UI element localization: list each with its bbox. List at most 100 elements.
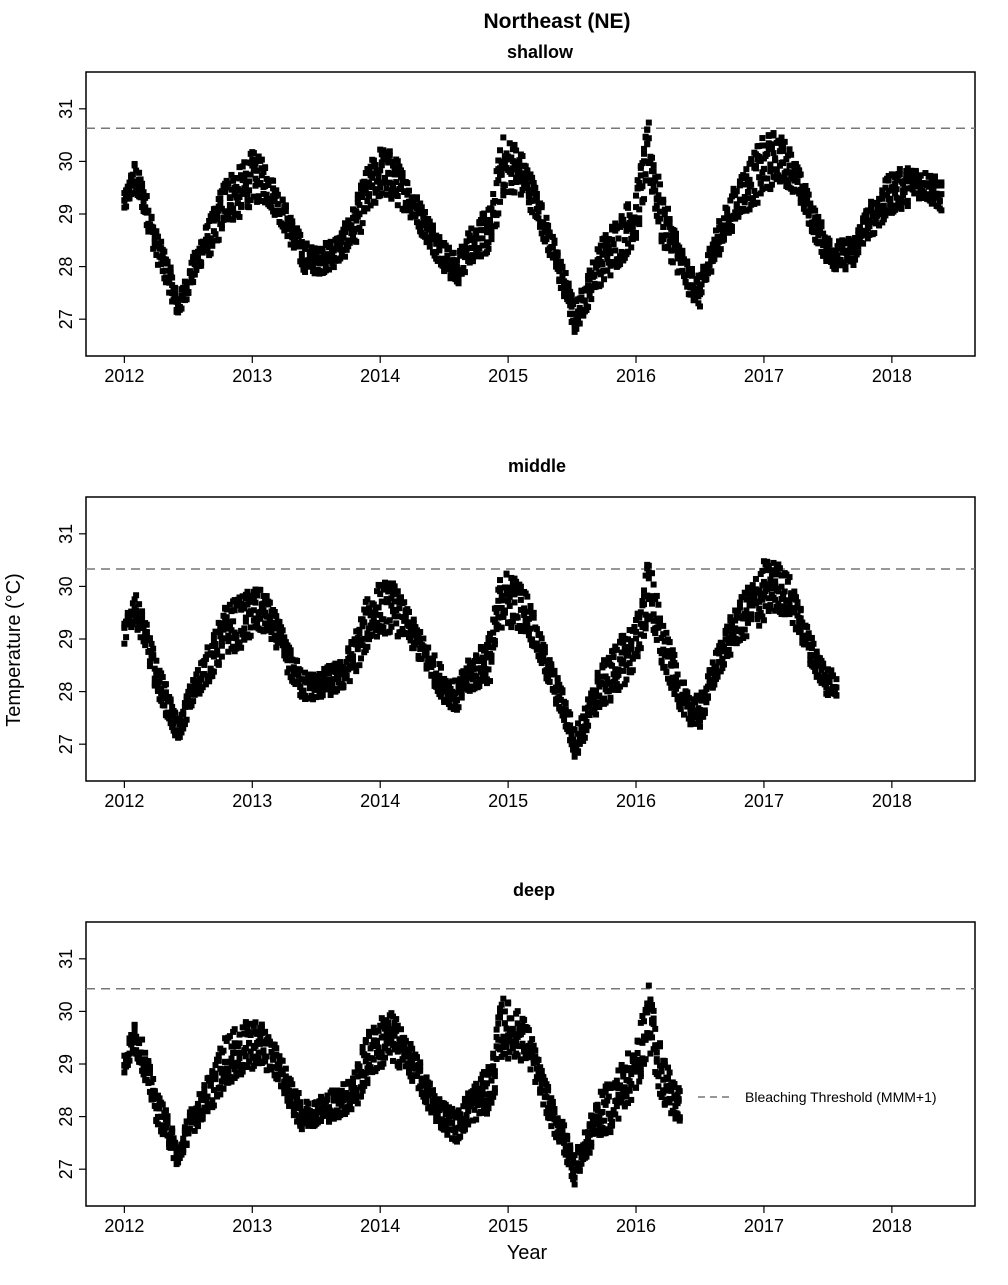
data-point xyxy=(500,613,507,620)
data-point xyxy=(637,164,644,171)
data-point xyxy=(354,195,361,202)
data-point xyxy=(791,588,798,595)
x-tick-label: 2016 xyxy=(616,791,656,811)
data-point xyxy=(671,227,678,234)
data-point xyxy=(703,699,710,706)
data-point xyxy=(377,146,384,153)
data-point xyxy=(262,1057,269,1064)
data-point xyxy=(740,634,747,641)
data-point xyxy=(354,191,361,198)
data-point xyxy=(273,1045,280,1052)
data-point xyxy=(266,1038,273,1045)
data-point xyxy=(629,223,636,230)
data-point xyxy=(633,234,640,241)
data-point xyxy=(126,194,133,201)
data-point xyxy=(362,1058,369,1065)
data-point xyxy=(460,250,467,257)
data-point xyxy=(340,682,347,689)
data-point xyxy=(642,572,649,579)
data-point xyxy=(377,1054,384,1061)
data-point xyxy=(629,667,636,674)
data-point xyxy=(832,248,839,255)
data-point xyxy=(546,1107,553,1114)
data-point xyxy=(602,246,609,253)
data-point xyxy=(191,270,198,277)
data-point xyxy=(877,203,884,210)
data-point xyxy=(230,216,237,223)
data-point xyxy=(268,204,275,211)
data-point xyxy=(748,159,755,166)
data-point xyxy=(204,233,211,240)
data-point xyxy=(719,655,726,662)
data-point xyxy=(866,231,873,238)
data-point xyxy=(361,635,368,642)
data-point xyxy=(123,1055,130,1062)
data-point xyxy=(335,671,342,678)
data-point xyxy=(637,609,644,616)
data-point xyxy=(236,1040,243,1047)
data-point xyxy=(161,695,168,702)
data-point xyxy=(385,1039,392,1046)
data-point xyxy=(348,230,355,237)
data-point xyxy=(429,226,436,233)
data-point xyxy=(385,588,392,595)
data-point xyxy=(146,1063,153,1070)
data-point xyxy=(212,1070,219,1077)
data-point xyxy=(389,1041,396,1048)
data-point xyxy=(439,682,446,689)
data-point xyxy=(218,1078,225,1085)
data-point xyxy=(546,657,553,664)
data-point xyxy=(389,1013,396,1020)
data-point xyxy=(765,140,772,147)
data-point xyxy=(239,1024,246,1031)
data-point xyxy=(391,164,398,171)
data-point xyxy=(650,611,657,618)
data-point xyxy=(302,669,309,676)
data-point xyxy=(594,262,601,269)
data-point xyxy=(351,664,358,671)
data-point xyxy=(140,1071,147,1078)
data-point xyxy=(193,671,200,678)
data-point xyxy=(139,203,146,210)
data-point xyxy=(530,1042,537,1049)
data-point xyxy=(370,1037,377,1044)
data-point xyxy=(281,1090,288,1097)
data-point xyxy=(274,1076,281,1083)
data-point xyxy=(585,282,592,289)
data-point xyxy=(343,246,350,253)
data-point xyxy=(290,1107,297,1114)
data-point xyxy=(663,629,670,636)
data-point xyxy=(866,217,873,224)
data-point xyxy=(760,558,767,565)
x-tick-label: 2018 xyxy=(872,791,912,811)
y-tick-label: 28 xyxy=(56,257,76,277)
data-point xyxy=(346,1099,353,1106)
data-point xyxy=(497,1005,504,1012)
data-point xyxy=(498,1037,505,1044)
data-point xyxy=(794,178,801,185)
data-point xyxy=(727,197,734,204)
data-point xyxy=(389,1057,396,1064)
data-point xyxy=(194,254,201,261)
data-point xyxy=(423,1095,430,1102)
data-point xyxy=(797,186,804,193)
data-point xyxy=(495,597,502,604)
data-point xyxy=(892,180,899,187)
data-point xyxy=(442,242,449,249)
data-point xyxy=(557,696,564,703)
data-point xyxy=(383,185,390,192)
data-point xyxy=(198,262,205,269)
data-point xyxy=(880,216,887,223)
data-point xyxy=(593,687,600,694)
data-point xyxy=(501,1020,508,1027)
data-point xyxy=(636,179,643,186)
data-point xyxy=(410,1072,417,1079)
data-point xyxy=(757,590,764,597)
data-point xyxy=(527,604,534,611)
data-point xyxy=(258,165,265,172)
data-point xyxy=(468,237,475,244)
data-point xyxy=(314,1101,321,1108)
data-point xyxy=(217,633,224,640)
data-point xyxy=(350,234,357,241)
data-point xyxy=(225,648,232,655)
